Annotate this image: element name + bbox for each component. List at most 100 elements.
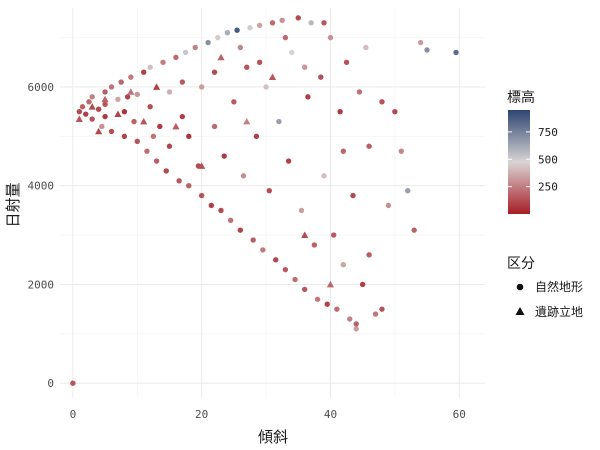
data-point-circle: [86, 99, 92, 105]
data-point-circle: [353, 326, 359, 332]
data-point-circle: [340, 148, 347, 154]
data-point-circle: [353, 321, 359, 327]
data-point-circle: [166, 143, 173, 149]
data-point-circle: [179, 113, 186, 120]
data-point-circle: [366, 143, 372, 149]
grid: [60, 8, 485, 398]
data-point-circle: [79, 104, 86, 110]
data-point-circle: [379, 99, 385, 105]
data-point-triangle: [268, 73, 277, 80]
data-point-circle: [356, 89, 363, 95]
legend-label-natural: 自然地形: [535, 279, 583, 294]
data-point-circle: [95, 106, 102, 112]
data-point-circle: [150, 133, 157, 140]
data-point-circle: [237, 44, 244, 51]
data-point-circle: [321, 20, 327, 26]
data-point-circle: [392, 108, 398, 115]
data-point-circle: [231, 99, 237, 105]
data-point-circle: [128, 74, 134, 80]
data-point-circle: [305, 94, 311, 100]
data-point-circle: [282, 34, 289, 41]
color-bar-tick-label: 500: [538, 153, 558, 166]
data-point-circle: [279, 17, 285, 24]
x-tick-label: 0: [70, 408, 77, 421]
data-point-circle: [218, 207, 224, 214]
data-point-circle: [301, 64, 308, 70]
data-point-circle: [359, 281, 366, 288]
data-point-triangle: [301, 231, 309, 238]
data-point-circle: [282, 266, 289, 273]
data-point-circle: [221, 153, 227, 159]
legend-label-site: 遺跡立地: [535, 304, 583, 319]
y-tick-label: 4000: [28, 180, 55, 193]
data-point-circle: [276, 118, 282, 125]
data-point-triangle: [75, 115, 83, 122]
data-point-circle: [83, 111, 89, 117]
data-points: [70, 15, 459, 386]
data-point-circle: [157, 123, 163, 130]
data-point-triangle: [152, 83, 161, 90]
data-point-circle: [237, 227, 244, 233]
data-point-circle: [141, 69, 147, 75]
y-tick-label: 6000: [28, 81, 55, 94]
data-point-circle: [144, 148, 150, 154]
data-point-circle: [318, 74, 324, 80]
data-point-circle: [134, 138, 140, 144]
data-point-circle: [327, 34, 334, 41]
data-point-circle: [115, 96, 121, 103]
x-axis-ticks: 0 20 40 60: [70, 408, 466, 421]
y-tick-label: 2000: [28, 278, 55, 291]
data-point-circle: [330, 232, 337, 238]
y-axis-title: 日射量: [4, 182, 22, 227]
data-point-circle: [186, 133, 192, 140]
data-point-circle: [211, 69, 218, 75]
data-point-circle: [108, 84, 115, 90]
data-point-circle: [260, 247, 266, 253]
data-point-circle: [224, 29, 231, 36]
data-point-circle: [405, 187, 411, 194]
data-point-circle: [147, 64, 153, 70]
data-point-circle: [89, 116, 95, 122]
data-point-circle: [269, 20, 276, 26]
data-point-circle: [131, 118, 137, 125]
data-point-circle: [173, 54, 179, 61]
data-point-circle: [247, 25, 253, 31]
data-point-triangle: [217, 53, 225, 61]
data-point-circle: [347, 316, 353, 322]
data-point-circle: [343, 59, 350, 66]
data-point-circle: [298, 207, 305, 214]
data-point-circle: [89, 94, 95, 100]
data-point-triangle: [243, 117, 251, 125]
data-point-circle: [350, 192, 356, 199]
data-point-circle: [314, 296, 321, 302]
data-point-circle: [208, 202, 215, 209]
data-point-circle: [102, 101, 108, 107]
data-point-circle: [292, 276, 298, 283]
data-point-circle: [102, 113, 108, 120]
data-point-circle: [166, 89, 173, 95]
data-point-circle: [256, 59, 263, 66]
data-point-triangle: [326, 280, 335, 288]
data-point-circle: [108, 128, 115, 135]
data-point-circle: [215, 34, 221, 41]
data-point-circle: [211, 123, 218, 130]
data-point-circle: [192, 44, 198, 51]
data-point-circle: [153, 158, 160, 164]
data-point-circle: [340, 262, 347, 268]
data-point-circle: [244, 64, 250, 70]
data-point-triangle: [140, 117, 148, 125]
data-point-circle: [366, 252, 372, 258]
data-point-circle: [308, 20, 314, 26]
data-point-circle: [160, 59, 166, 66]
data-point-circle: [334, 306, 340, 312]
data-point-circle: [363, 44, 369, 51]
data-point-circle: [289, 49, 295, 56]
data-point-circle: [227, 217, 234, 223]
data-point-circle: [321, 173, 327, 179]
x-tick-label: 20: [195, 408, 208, 421]
data-point-circle: [337, 108, 343, 115]
data-point-circle: [163, 168, 169, 174]
data-point-circle: [205, 39, 211, 46]
data-point-circle: [273, 257, 279, 263]
